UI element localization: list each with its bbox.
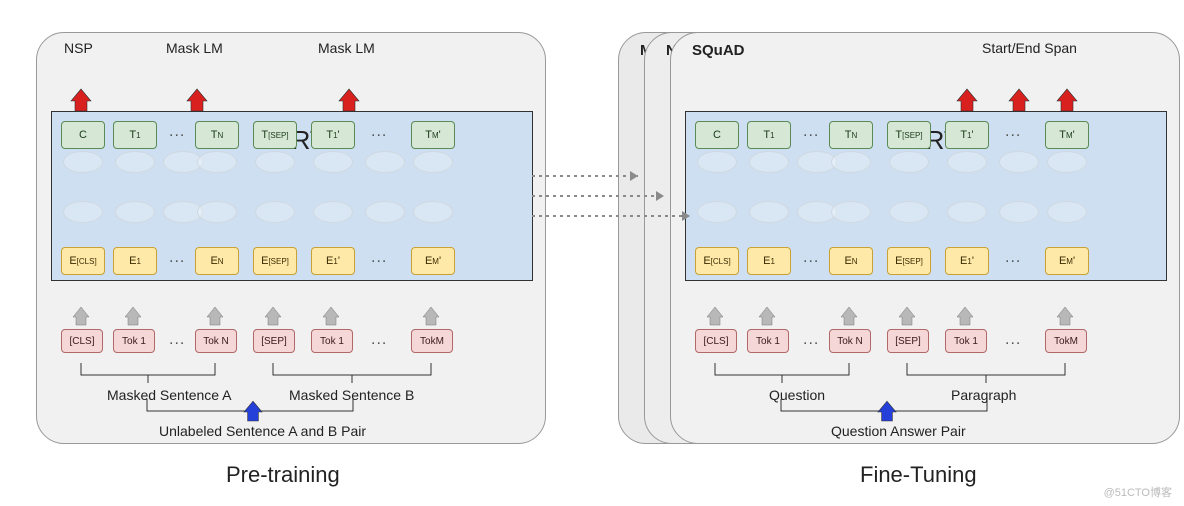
- yellow-cell: E[CLS]: [61, 247, 105, 275]
- pink-cell: [CLS]: [61, 329, 103, 353]
- pink-cell: Tok 1: [747, 329, 789, 353]
- green-cell: T[SEP]: [887, 121, 931, 149]
- pink-cell: [SEP]: [253, 329, 295, 353]
- green-cell: TM': [411, 121, 455, 149]
- yellow-cell: EM': [1045, 247, 1089, 275]
- yellow-cell: E1: [113, 247, 157, 275]
- pink-cell: [SEP]: [887, 329, 929, 353]
- panel-finetuning: BERTCT1...TNT[SEP]T1'...TM'E[CLS]E1...EN…: [670, 32, 1180, 444]
- green-cell: T1: [113, 121, 157, 149]
- pink-cell: Tok 1: [311, 329, 353, 353]
- yellow-cell: E1': [945, 247, 989, 275]
- yellow-cell: EN: [195, 247, 239, 275]
- yellow-cell: E1': [311, 247, 355, 275]
- yellow-cell: E[SEP]: [887, 247, 931, 275]
- pink-cell: TokM: [1045, 329, 1087, 353]
- green-cell: C: [61, 121, 105, 149]
- pink-cell: Tok 1: [113, 329, 155, 353]
- pink-cell: Tok N: [195, 329, 237, 353]
- yellow-cell: EM': [411, 247, 455, 275]
- yellow-cell: EN: [829, 247, 873, 275]
- pink-cell: TokM: [411, 329, 453, 353]
- green-cell: T1: [747, 121, 791, 149]
- green-cell: TN: [829, 121, 873, 149]
- pink-cell: Tok 1: [945, 329, 987, 353]
- watermark: @51CTO博客: [1104, 484, 1172, 500]
- pink-cell: [CLS]: [695, 329, 737, 353]
- pink-cell: Tok N: [829, 329, 871, 353]
- yellow-cell: E1: [747, 247, 791, 275]
- green-cell: TM': [1045, 121, 1089, 149]
- yellow-cell: E[SEP]: [253, 247, 297, 275]
- panel-pretraining: BERTCT1...TNT[SEP]T1'...TM'E[CLS]E1...EN…: [36, 32, 546, 444]
- yellow-cell: E[CLS]: [695, 247, 739, 275]
- green-cell: TN: [195, 121, 239, 149]
- green-cell: T1': [945, 121, 989, 149]
- green-cell: T1': [311, 121, 355, 149]
- green-cell: T[SEP]: [253, 121, 297, 149]
- green-cell: C: [695, 121, 739, 149]
